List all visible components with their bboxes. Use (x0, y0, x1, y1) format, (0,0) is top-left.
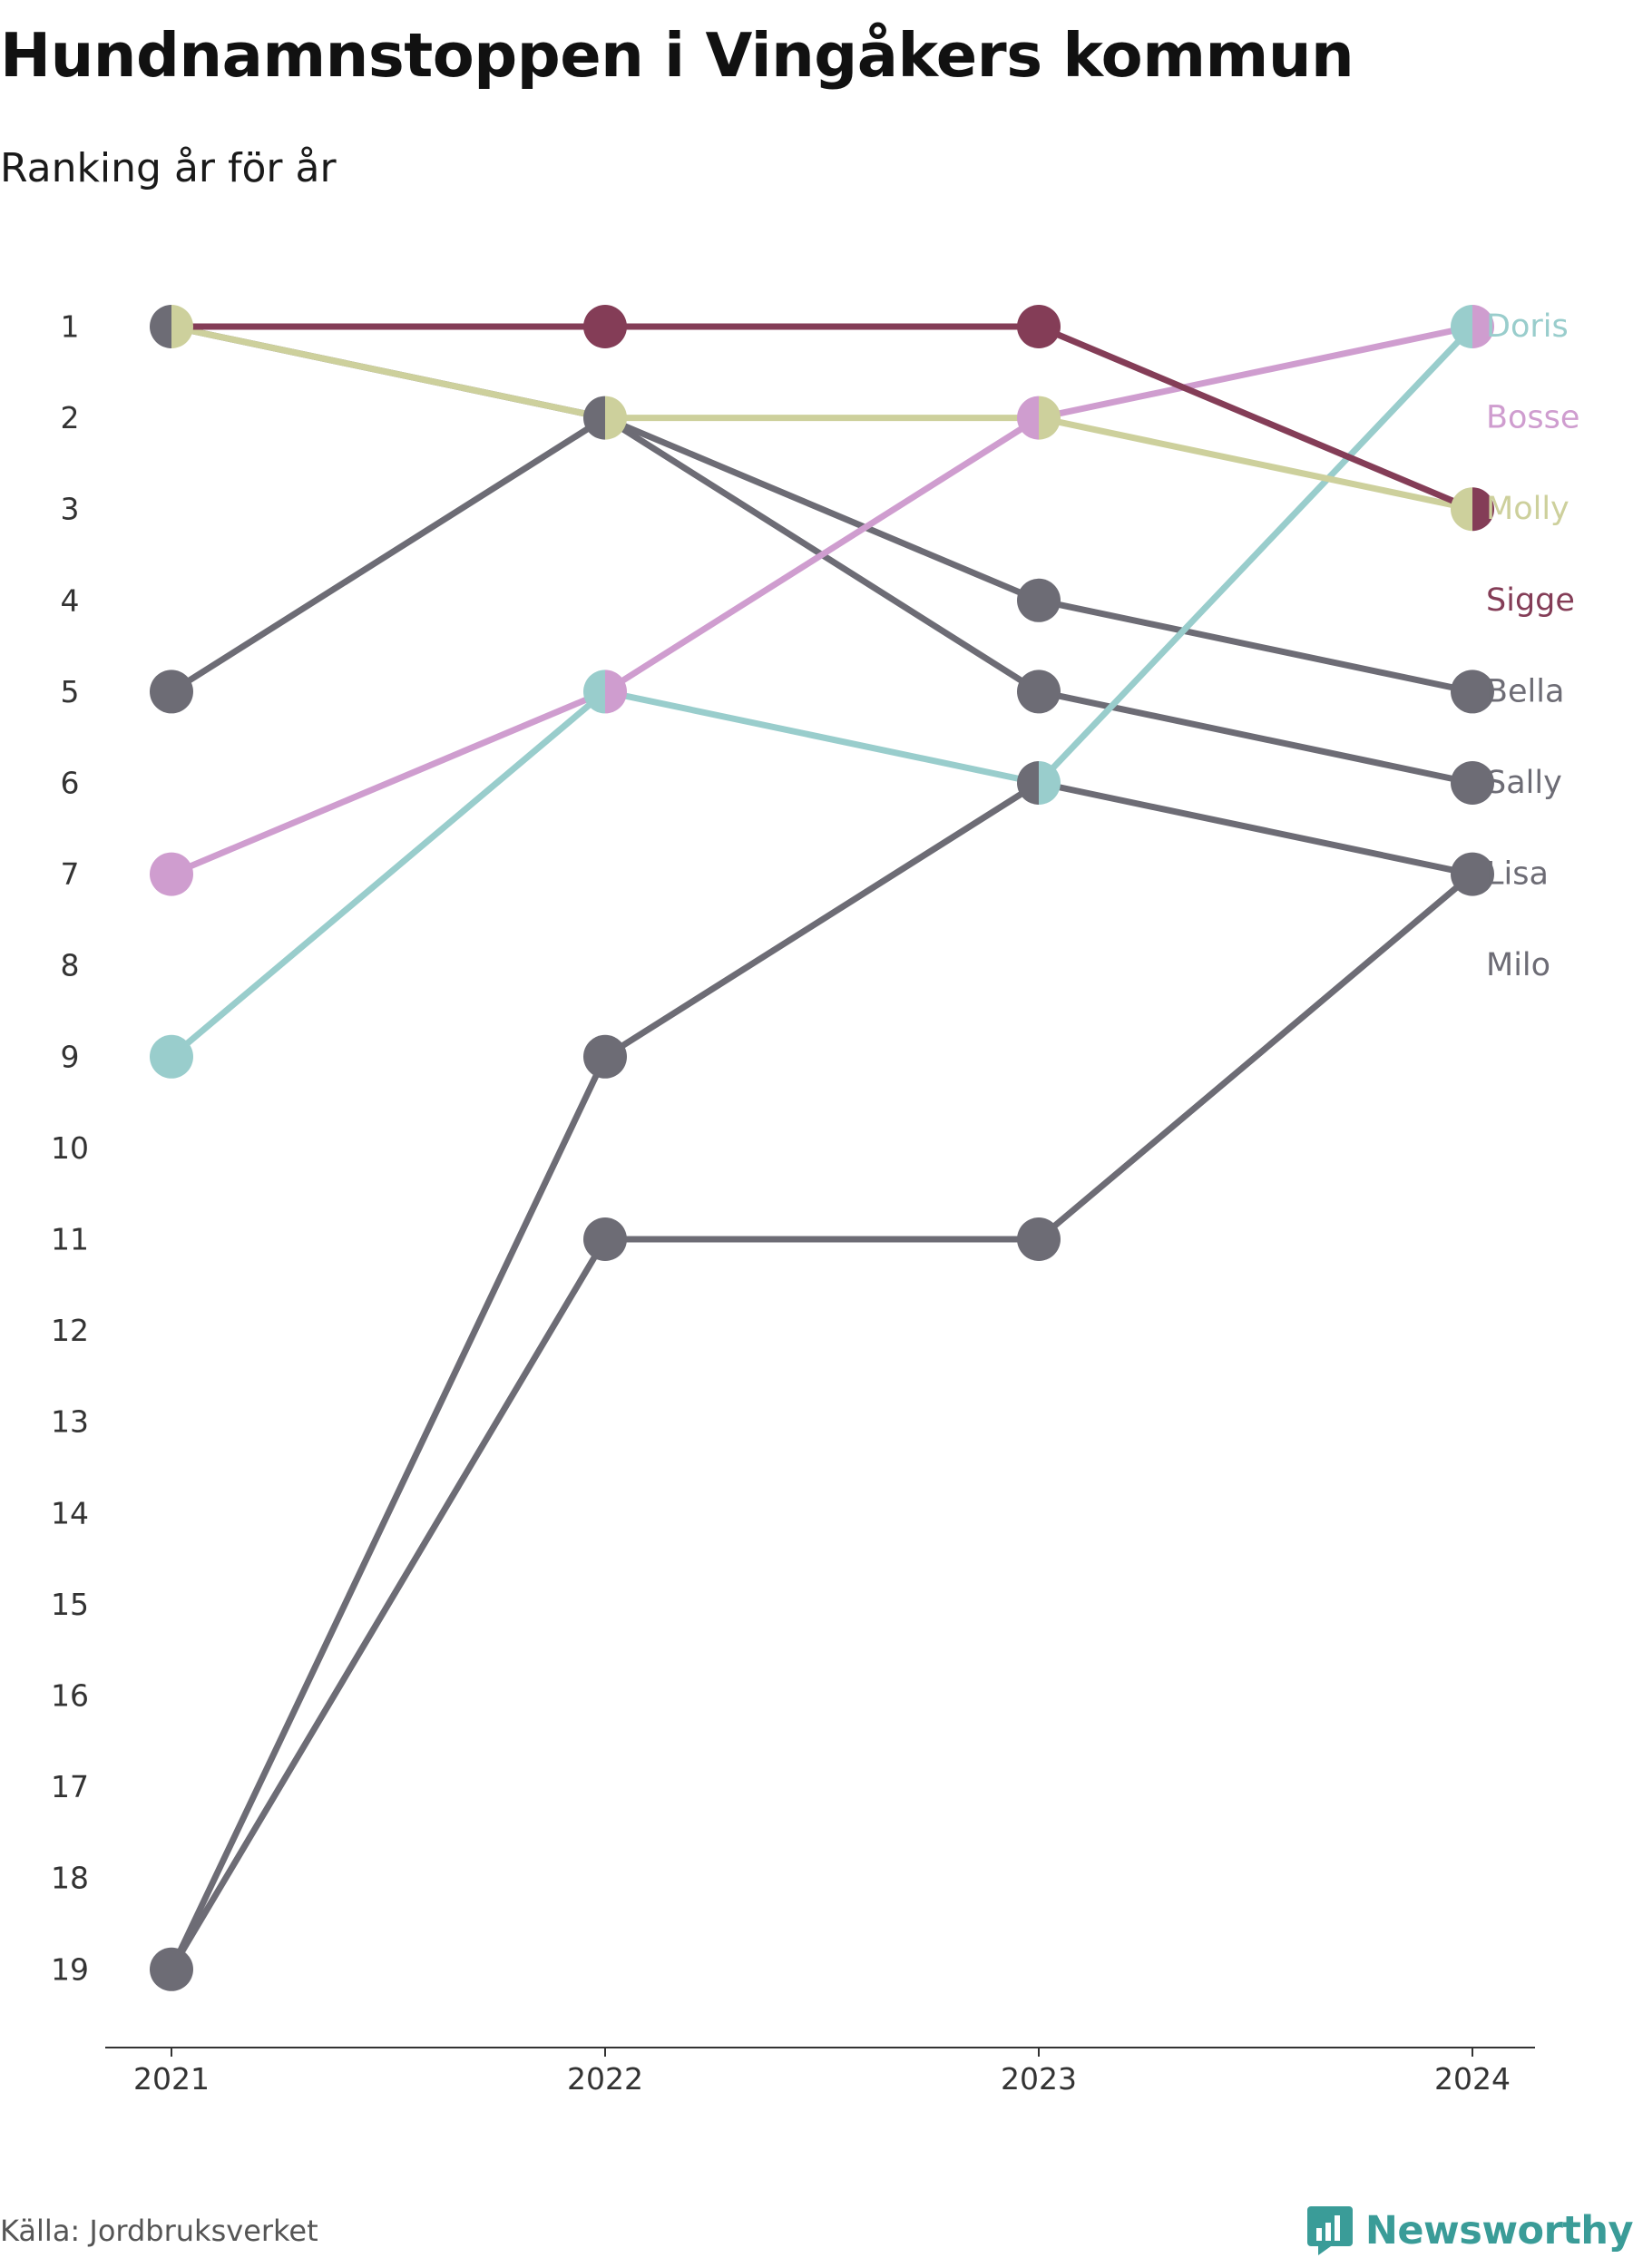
source-note: Källa: Jordbruksverket (0, 2214, 318, 2248)
end-label-milo: Milo (1486, 947, 1550, 983)
series-points (150, 305, 1494, 1991)
point-left-half-molly-sigge-2024 (1451, 487, 1472, 532)
point-milo-lisa-2024 (1451, 852, 1494, 896)
point-right-half-sally-bella-molly-2022 (605, 396, 627, 440)
point-right-half-molly-sigge-2024 (1472, 487, 1494, 532)
y-tick-label-19: 19 (51, 1951, 89, 1987)
point-left-half-lisa-doris-2023 (1017, 761, 1039, 805)
y-tick-label-5: 5 (61, 674, 80, 709)
point-sigge-2022 (583, 305, 627, 348)
brand-name: Newsworthy (1364, 2208, 1633, 2253)
chart-subtitle: Ranking år för år (0, 145, 337, 191)
point-sigge-2023 (1017, 305, 1061, 348)
bar-chart-speech-bubble-icon (1306, 2206, 1353, 2255)
point-bosse-2021 (150, 852, 193, 896)
y-tick-label-17: 17 (51, 1769, 89, 1804)
point-bella-2021 (150, 670, 193, 714)
end-label-lisa: Lisa (1486, 856, 1549, 893)
y-tick-label-10: 10 (51, 1130, 89, 1166)
point-right-half-doris-bosse-2022 (605, 670, 627, 714)
point-left-half-bosse-molly-2023 (1017, 396, 1039, 440)
y-tick-label-11: 11 (51, 1222, 89, 1257)
point-right-half-sally-molly-sigge-2021 (171, 305, 193, 348)
y-tick-label-13: 13 (51, 1404, 89, 1440)
point-bella-2024 (1451, 670, 1494, 714)
end-label-doris: Doris (1486, 308, 1569, 345)
point-left-half-sally-molly-sigge-2021 (150, 305, 171, 348)
y-tick-label-7: 7 (61, 856, 80, 892)
point-sally-2024 (1451, 761, 1494, 805)
y-tick-label-15: 15 (51, 1587, 89, 1622)
point-right-half-lisa-doris-2023 (1039, 761, 1061, 805)
y-tick-label-16: 16 (51, 1678, 89, 1714)
y-tick-label-9: 9 (61, 1039, 80, 1074)
series-line-bosse (168, 323, 1476, 878)
point-bella-2023 (1017, 578, 1061, 622)
y-tick-label-8: 8 (61, 948, 80, 983)
y-tick-label-18: 18 (51, 1861, 89, 1896)
y-tick-label-2: 2 (61, 400, 80, 435)
point-doris-2021 (150, 1034, 193, 1079)
series-end-labels: Doris Bosse Molly Sigge Bella Sally Lisa Milo (1486, 308, 1579, 983)
x-tick-label-2022: 2022 (567, 2061, 643, 2097)
end-label-bosse: Bosse (1486, 400, 1579, 436)
y-tick-label-4: 4 (61, 582, 80, 618)
end-label-bella: Bella (1486, 673, 1564, 709)
y-tick-label-6: 6 (61, 766, 80, 801)
x-tick-label-2024: 2024 (1434, 2061, 1511, 2097)
x-tick-label-2023: 2023 (1001, 2061, 1077, 2097)
point-left-half-sally-bella-molly-2022 (583, 396, 605, 440)
point-right-half-doris-bosse-2024 (1472, 305, 1494, 348)
end-label-sally: Sally (1486, 765, 1562, 801)
series-line-molly (168, 323, 1476, 513)
point-milo-2023 (1017, 1217, 1061, 1261)
end-label-sigge: Sigge (1486, 582, 1575, 619)
point-sally-2023 (1017, 670, 1061, 714)
y-tick-label-14: 14 (51, 1495, 89, 1530)
point-left-half-doris-bosse-2022 (583, 670, 605, 714)
x-axis: 2021 2022 2023 2024 (105, 2047, 1535, 2097)
end-label-molly: Molly (1486, 491, 1569, 527)
y-tick-label-12: 12 (51, 1313, 89, 1348)
point-milo-2022 (583, 1217, 627, 1261)
series-line-lisa (168, 779, 1476, 1973)
x-tick-label-2021: 2021 (133, 2061, 210, 2097)
chart-title: Hundnamnstoppen i Vingåkers kommun (0, 20, 1354, 91)
point-milo-lisa-2021 (150, 1947, 193, 1991)
y-tick-label-3: 3 (61, 492, 80, 527)
series-lines (168, 323, 1476, 1973)
series-line-milo (168, 871, 1476, 1973)
series-line-sigge (168, 323, 1476, 513)
point-lisa-2022 (583, 1034, 627, 1079)
y-tick-label-1: 1 (61, 309, 80, 345)
series-line-bella (168, 415, 1476, 695)
point-right-half-bosse-molly-2023 (1039, 396, 1061, 440)
brand-logo: Newsworthy (1306, 2206, 1633, 2255)
series-line-doris (168, 323, 1476, 1061)
point-left-half-doris-bosse-2024 (1451, 305, 1472, 348)
